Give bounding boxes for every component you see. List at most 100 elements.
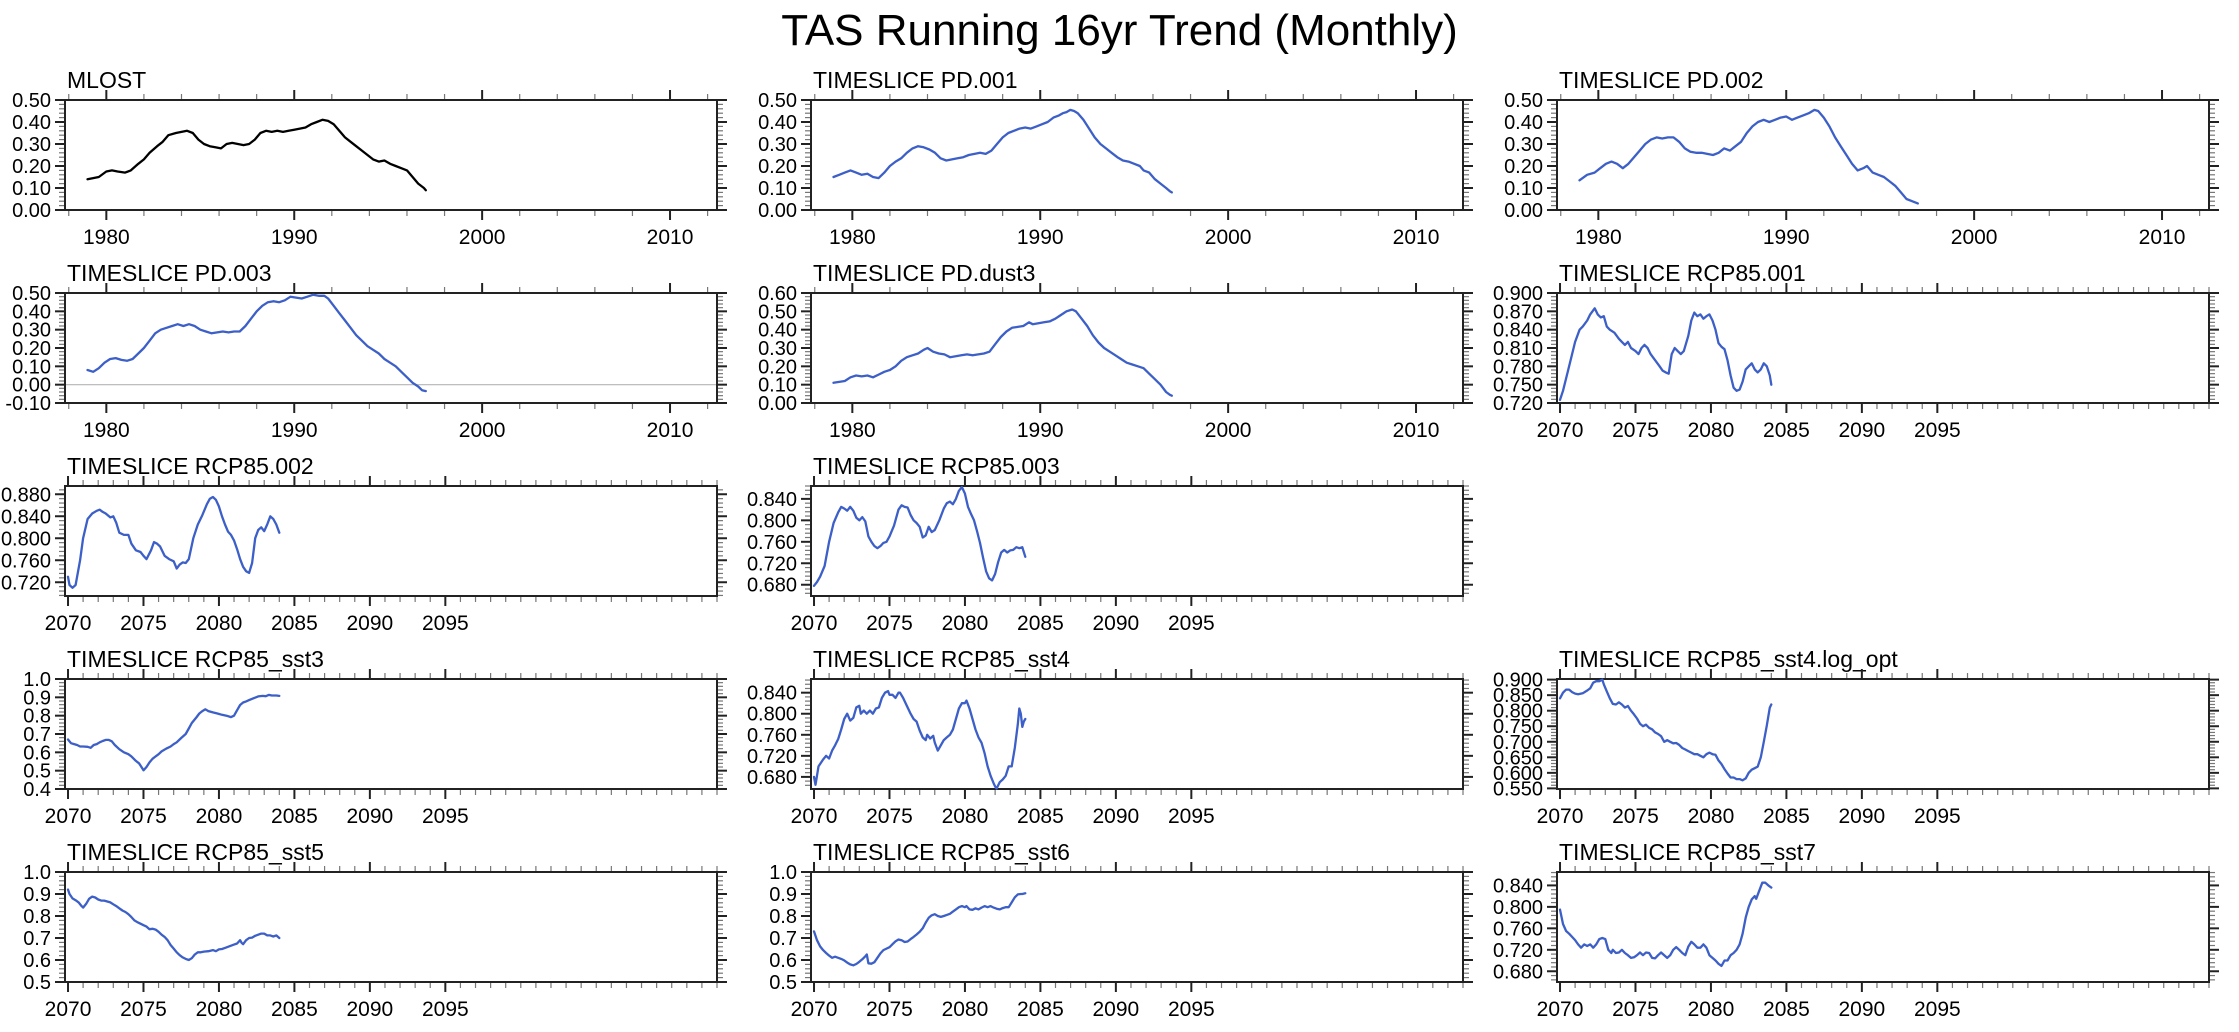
- x-tick-label: 1980: [829, 226, 876, 249]
- y-tick-label: 0.850: [1493, 685, 1543, 707]
- x-tick-label: 1980: [83, 226, 130, 249]
- y-tick-label: 0.840: [1, 506, 51, 528]
- y-tick-label: 0.5: [23, 972, 51, 994]
- x-tick-label: 2085: [271, 998, 318, 1021]
- x-tick-label: 1990: [271, 226, 318, 249]
- data-line-sst5: [66, 888, 281, 962]
- chart-panel-pd002: TIMESLICE PD.002 1980 1990 2000 2010 0.00 0.10…: [1492, 62, 2238, 255]
- x-tick-label: 2010: [647, 419, 694, 442]
- plot-sst6: TIMESLICE RCP85_sst6 2070 2075 2080 2085 2090…: [769, 839, 1473, 1021]
- y-tick-label: 0.780: [1493, 356, 1543, 378]
- x-tick-label: 2085: [1017, 805, 1064, 828]
- x-tick-label: 2090: [1839, 998, 1886, 1021]
- y-tick-label: 0.840: [1493, 320, 1543, 342]
- x-tick-label: 2070: [1537, 419, 1584, 442]
- x-tick-label: 2080: [196, 612, 243, 635]
- chart-panel-rcp85001: TIMESLICE RCP85.001 2070 2075 2080 2085 2090 2…: [1492, 255, 2238, 448]
- y-tick-label: 0.5: [23, 761, 51, 783]
- data-line-sst3: [66, 693, 281, 772]
- chart-panel-pd003: TIMESLICE PD.003 1980 1990 2000 2010 -0.10 0.0…: [0, 255, 746, 448]
- y-tick-label: 0.800: [1493, 897, 1543, 919]
- y-tick-label: 0.870: [1493, 301, 1543, 323]
- data-line-sst6: [812, 892, 1027, 967]
- x-tick-label: 2075: [866, 805, 913, 828]
- y-tick-label: 0.680: [747, 575, 797, 597]
- y-tick-label: 0.60: [758, 283, 797, 305]
- chart-panel-pd001: TIMESLICE PD.001 1980 1990 2000 2010 0.00 0.10…: [746, 62, 1492, 255]
- x-tick-label: 2095: [422, 998, 469, 1021]
- plot-pd003: TIMESLICE PD.003 1980 1990 2000 2010 -0.100.0…: [5, 260, 727, 442]
- y-tick-label: 0.10: [12, 356, 51, 378]
- x-tick-label: 2090: [1839, 419, 1886, 442]
- plot-rcp85002: TIMESLICE RCP85.002 2070 2075 2080 2085 2090 2…: [1, 453, 727, 635]
- y-tick-label: 0.20: [12, 338, 51, 360]
- chart-panel-sst4: TIMESLICE RCP85_sst4 2070 2075 2080 2085 2090…: [746, 641, 1492, 834]
- plot-rcp85003: TIMESLICE RCP85.003 2070 2075 2080 2085 2090 2…: [747, 453, 1473, 635]
- x-tick-label: 2090: [1093, 998, 1140, 1021]
- chart-panel-sst3: TIMESLICE RCP85_sst3 2070 2075 2080 2085 2090…: [0, 641, 746, 834]
- panel-title: TIMESLICE RCP85_sst6: [813, 839, 1070, 865]
- panel-title: TIMESLICE RCP85_sst3: [67, 646, 324, 672]
- chart-panel-mlost: MLOST 1980 1990 2000 2010 0.00 0.10 0.20 0.30 0.4…: [0, 62, 746, 255]
- y-tick-label: 0.10: [758, 375, 797, 397]
- y-tick-label: 0.10: [12, 178, 51, 200]
- y-tick-label: 0.880: [1, 484, 51, 506]
- y-tick-label: 0.9: [23, 884, 51, 906]
- y-tick-label: 0.600: [1493, 763, 1543, 785]
- panel-grid: MLOST 1980 1990 2000 2010 0.00 0.10 0.20 0.30 0.4…: [0, 62, 2238, 1027]
- x-tick-label: 2085: [1763, 419, 1810, 442]
- data-line-sst4logopt: [1558, 678, 1773, 782]
- y-tick-label: 0.4: [23, 779, 51, 801]
- y-tick-label: 0.50: [758, 301, 797, 323]
- y-tick-label: 0.50: [12, 90, 51, 112]
- y-tick-label: 1.0: [23, 669, 51, 691]
- y-tick-label: 0.680: [747, 767, 797, 789]
- y-tick-label: 0.00: [12, 375, 51, 397]
- y-tick-label: 0.800: [1493, 701, 1543, 723]
- y-tick-label: 0.720: [747, 746, 797, 768]
- x-tick-label: 2080: [1688, 998, 1735, 1021]
- x-tick-label: 2095: [1914, 419, 1961, 442]
- x-tick-label: 2070: [791, 998, 838, 1021]
- panel-title: TIMESLICE PD.002: [1559, 67, 1764, 93]
- plot-rcp85001: TIMESLICE RCP85.001 2070 2075 2080 2085 2090 2…: [1493, 260, 2219, 442]
- x-tick-label: 1990: [1017, 419, 1064, 442]
- y-tick-label: 0.8: [23, 906, 51, 928]
- y-tick-label: 0.760: [1, 550, 51, 572]
- x-tick-label: 1990: [271, 419, 318, 442]
- y-tick-label: 0.40: [758, 112, 797, 134]
- y-tick-label: 0.10: [1504, 178, 1543, 200]
- y-tick-label: 0.20: [1504, 156, 1543, 178]
- x-tick-label: 2010: [647, 226, 694, 249]
- y-tick-label: 0.30: [12, 320, 51, 342]
- y-tick-label: 0.840: [747, 489, 797, 511]
- plot-pd002: TIMESLICE PD.002 1980 1990 2000 2010 0.000.10…: [1504, 67, 2219, 249]
- x-tick-label: 2010: [1393, 419, 1440, 442]
- panel-title: TIMESLICE RCP85_sst4.log_opt: [1559, 646, 1898, 672]
- x-tick-label: 2080: [942, 612, 989, 635]
- y-tick-label: 0.00: [758, 393, 797, 415]
- x-tick-label: 2090: [347, 612, 394, 635]
- plot-sst4: TIMESLICE RCP85_sst4 2070 2075 2080 2085 2090…: [747, 646, 1473, 828]
- x-tick-label: 2075: [866, 612, 913, 635]
- y-tick-label: 0.8: [23, 706, 51, 728]
- y-tick-label: 0.30: [758, 134, 797, 156]
- y-tick-label: 0.20: [12, 156, 51, 178]
- x-tick-label: 2080: [196, 805, 243, 828]
- y-tick-label: 0.00: [1504, 200, 1543, 222]
- x-tick-label: 2095: [1168, 998, 1215, 1021]
- y-tick-label: -0.10: [5, 393, 51, 415]
- x-tick-label: 2085: [1763, 805, 1810, 828]
- y-tick-label: 0.720: [747, 553, 797, 575]
- y-tick-label: 0.6: [769, 950, 797, 972]
- data-line-rcp85001: [1558, 307, 1773, 402]
- x-tick-label: 2010: [1393, 226, 1440, 249]
- y-tick-label: 0.7: [769, 928, 797, 950]
- x-tick-label: 2095: [422, 612, 469, 635]
- data-line-rcp85002: [66, 495, 281, 589]
- x-tick-label: 1980: [1575, 226, 1622, 249]
- chart-panel-rcp85002: TIMESLICE RCP85.002 2070 2075 2080 2085 2090 2…: [0, 448, 746, 641]
- x-tick-label: 2070: [1537, 805, 1584, 828]
- chart-panel-sst5: TIMESLICE RCP85_sst5 2070 2075 2080 2085 2090…: [0, 834, 746, 1027]
